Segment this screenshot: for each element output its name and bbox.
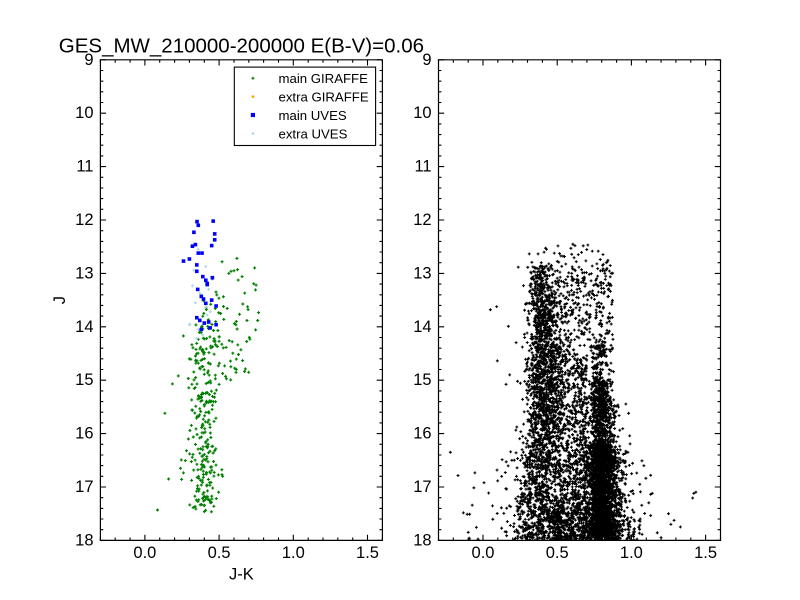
svg-text:1.0: 1.0 <box>282 544 305 562</box>
svg-text:15: 15 <box>413 371 431 389</box>
svg-text:11: 11 <box>76 158 93 176</box>
svg-text:18: 18 <box>413 531 431 549</box>
svg-text:1.5: 1.5 <box>694 544 717 562</box>
svg-text:14: 14 <box>413 318 431 336</box>
svg-text:J-K: J-K <box>229 566 254 584</box>
svg-text:9: 9 <box>422 51 431 69</box>
svg-text:GES_MW_210000-200000 E(B-V)=0.: GES_MW_210000-200000 E(B-V)=0.06 <box>59 34 424 57</box>
svg-text:17: 17 <box>413 478 431 496</box>
svg-text:18: 18 <box>75 531 93 549</box>
svg-text:17: 17 <box>75 478 93 496</box>
svg-text:1.0: 1.0 <box>620 544 643 562</box>
svg-text:0.5: 0.5 <box>546 544 569 562</box>
svg-text:9: 9 <box>84 51 93 69</box>
svg-text:main GIRAFFE: main GIRAFFE <box>279 71 369 86</box>
svg-text:13: 13 <box>413 264 431 282</box>
svg-text:extra UVES: extra UVES <box>279 126 348 141</box>
svg-text:14: 14 <box>75 318 93 336</box>
svg-text:0.0: 0.0 <box>472 544 495 562</box>
svg-text:J: J <box>51 296 69 304</box>
svg-text:10: 10 <box>75 104 93 122</box>
svg-text:16: 16 <box>75 425 93 443</box>
svg-text:main UVES: main UVES <box>279 108 347 123</box>
svg-text:0.0: 0.0 <box>133 544 156 562</box>
svg-text:11: 11 <box>414 158 431 176</box>
svg-text:extra GIRAFFE: extra GIRAFFE <box>279 90 369 105</box>
svg-text:16: 16 <box>413 425 431 443</box>
svg-text:15: 15 <box>75 371 93 389</box>
svg-text:12: 12 <box>413 211 431 229</box>
svg-text:1.5: 1.5 <box>356 544 379 562</box>
svg-text:10: 10 <box>413 104 431 122</box>
svg-text:0.5: 0.5 <box>208 544 231 562</box>
svg-text:12: 12 <box>75 211 93 229</box>
svg-text:13: 13 <box>75 264 93 282</box>
